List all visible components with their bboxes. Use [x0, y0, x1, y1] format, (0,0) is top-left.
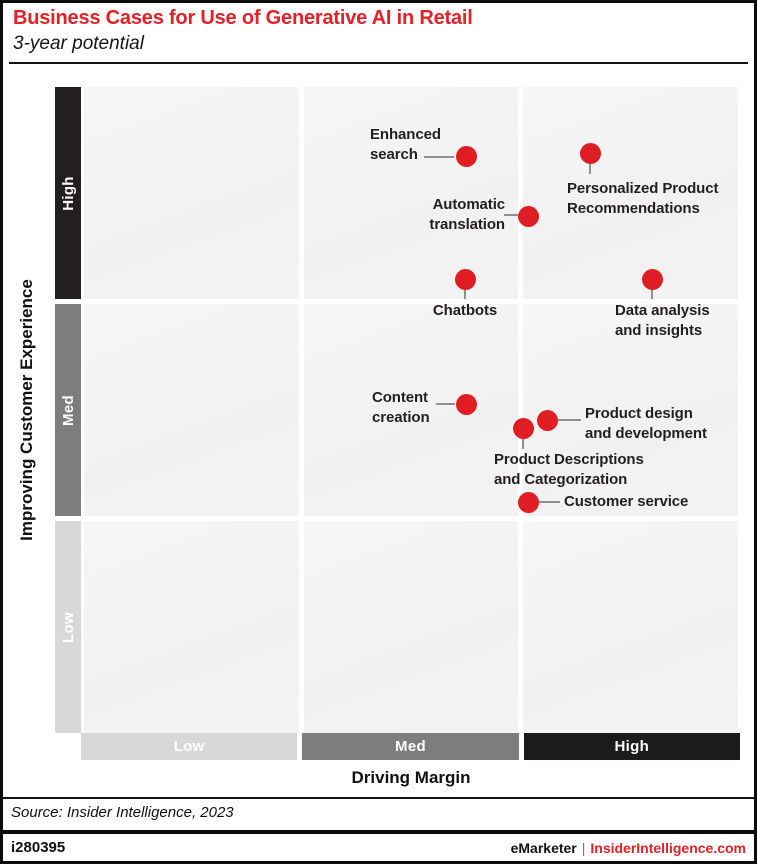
plot-cell — [84, 87, 299, 299]
chart-id: i280395 — [11, 839, 66, 856]
page-title: Business Cases for Use of Generative AI … — [13, 7, 473, 29]
point-label-product-design-and-development: Product design and development — [585, 405, 707, 442]
data-point-customer-service — [517, 491, 539, 513]
scatter-overlay: Enhanced search Personalized Product Reco… — [84, 87, 738, 733]
brand-footer: eMarketer | InsiderIntelligence.com — [511, 840, 746, 856]
y-band-low-label: Low — [59, 611, 77, 643]
y-axis-bands: High Med Low — [55, 87, 81, 733]
point-label-automatic-translation: Automatic translation — [429, 196, 505, 233]
header-divider — [9, 62, 748, 64]
y-band-med-label: Med — [59, 394, 77, 426]
connector-line-personalized-product-recommendations — [589, 164, 591, 174]
connector-line-data-analysis-and-insights — [651, 290, 653, 299]
connector-line-chatbots — [464, 290, 466, 299]
connector-line-product-design-and-development — [558, 419, 581, 421]
plot-cell — [523, 304, 738, 516]
plot-cell — [303, 304, 519, 516]
page-subtitle: 3-year potential — [13, 33, 144, 54]
x-band-low: Low — [81, 733, 298, 760]
point-label-data-analysis-and-insights: Data analysis and insights — [615, 302, 710, 339]
emarketer-logo-text: eMarketer — [510, 840, 577, 856]
connector-line-automatic-translation — [504, 214, 518, 216]
x-band-med: Med — [302, 733, 519, 760]
data-point-product-design-and-development — [536, 409, 558, 431]
point-label-product-descriptions-and-categorization: Product Descriptions and Categorization — [494, 451, 644, 488]
footer-divider — [3, 830, 754, 834]
data-point-data-analysis-and-insights — [641, 268, 663, 290]
plot-grid — [84, 87, 738, 733]
connector-line-customer-service — [539, 501, 560, 503]
y-band-high-label: High — [59, 175, 77, 211]
connector-line-product-descriptions-and-categorization — [522, 439, 524, 449]
data-point-enhanced-search — [455, 145, 477, 167]
y-band-high: High — [55, 87, 81, 299]
data-point-chatbots — [454, 268, 476, 290]
y-band-med: Med — [55, 304, 81, 516]
point-label-enhanced-search: Enhanced search — [370, 126, 441, 163]
x-axis-bands: Low Med High — [81, 733, 740, 760]
y-band-low: Low — [55, 521, 81, 733]
point-label-personalized-product-recommendations: Personalized Product Recommendations — [567, 180, 719, 217]
plot-cell — [84, 304, 299, 516]
data-point-content-creation — [455, 393, 477, 415]
plot-cell — [303, 87, 519, 299]
insider-intelligence-link: InsiderIntelligence.com — [590, 840, 746, 856]
y-axis-title: Improving Customer Experience — [17, 279, 36, 541]
plot-cell — [84, 521, 299, 733]
data-point-personalized-product-recommendations — [579, 142, 601, 164]
brand-separator: | — [581, 840, 586, 856]
point-label-customer-service: Customer service — [564, 493, 689, 510]
data-point-product-descriptions-and-categorization — [512, 417, 534, 439]
plot-cell — [523, 521, 738, 733]
source-divider — [3, 797, 754, 799]
point-label-chatbots: Chatbots — [432, 302, 498, 319]
plot-cell — [523, 87, 738, 299]
x-band-high: High — [523, 733, 740, 760]
connector-line-content-creation — [436, 403, 455, 405]
data-point-automatic-translation — [517, 205, 539, 227]
source-note: Source: Insider Intelligence, 2023 — [11, 804, 234, 821]
plot-cell — [303, 521, 519, 733]
connector-line-enhanced-search — [424, 156, 454, 158]
x-axis-title: Driving Margin — [351, 768, 471, 787]
point-label-content-creation: Content creation — [372, 389, 430, 426]
